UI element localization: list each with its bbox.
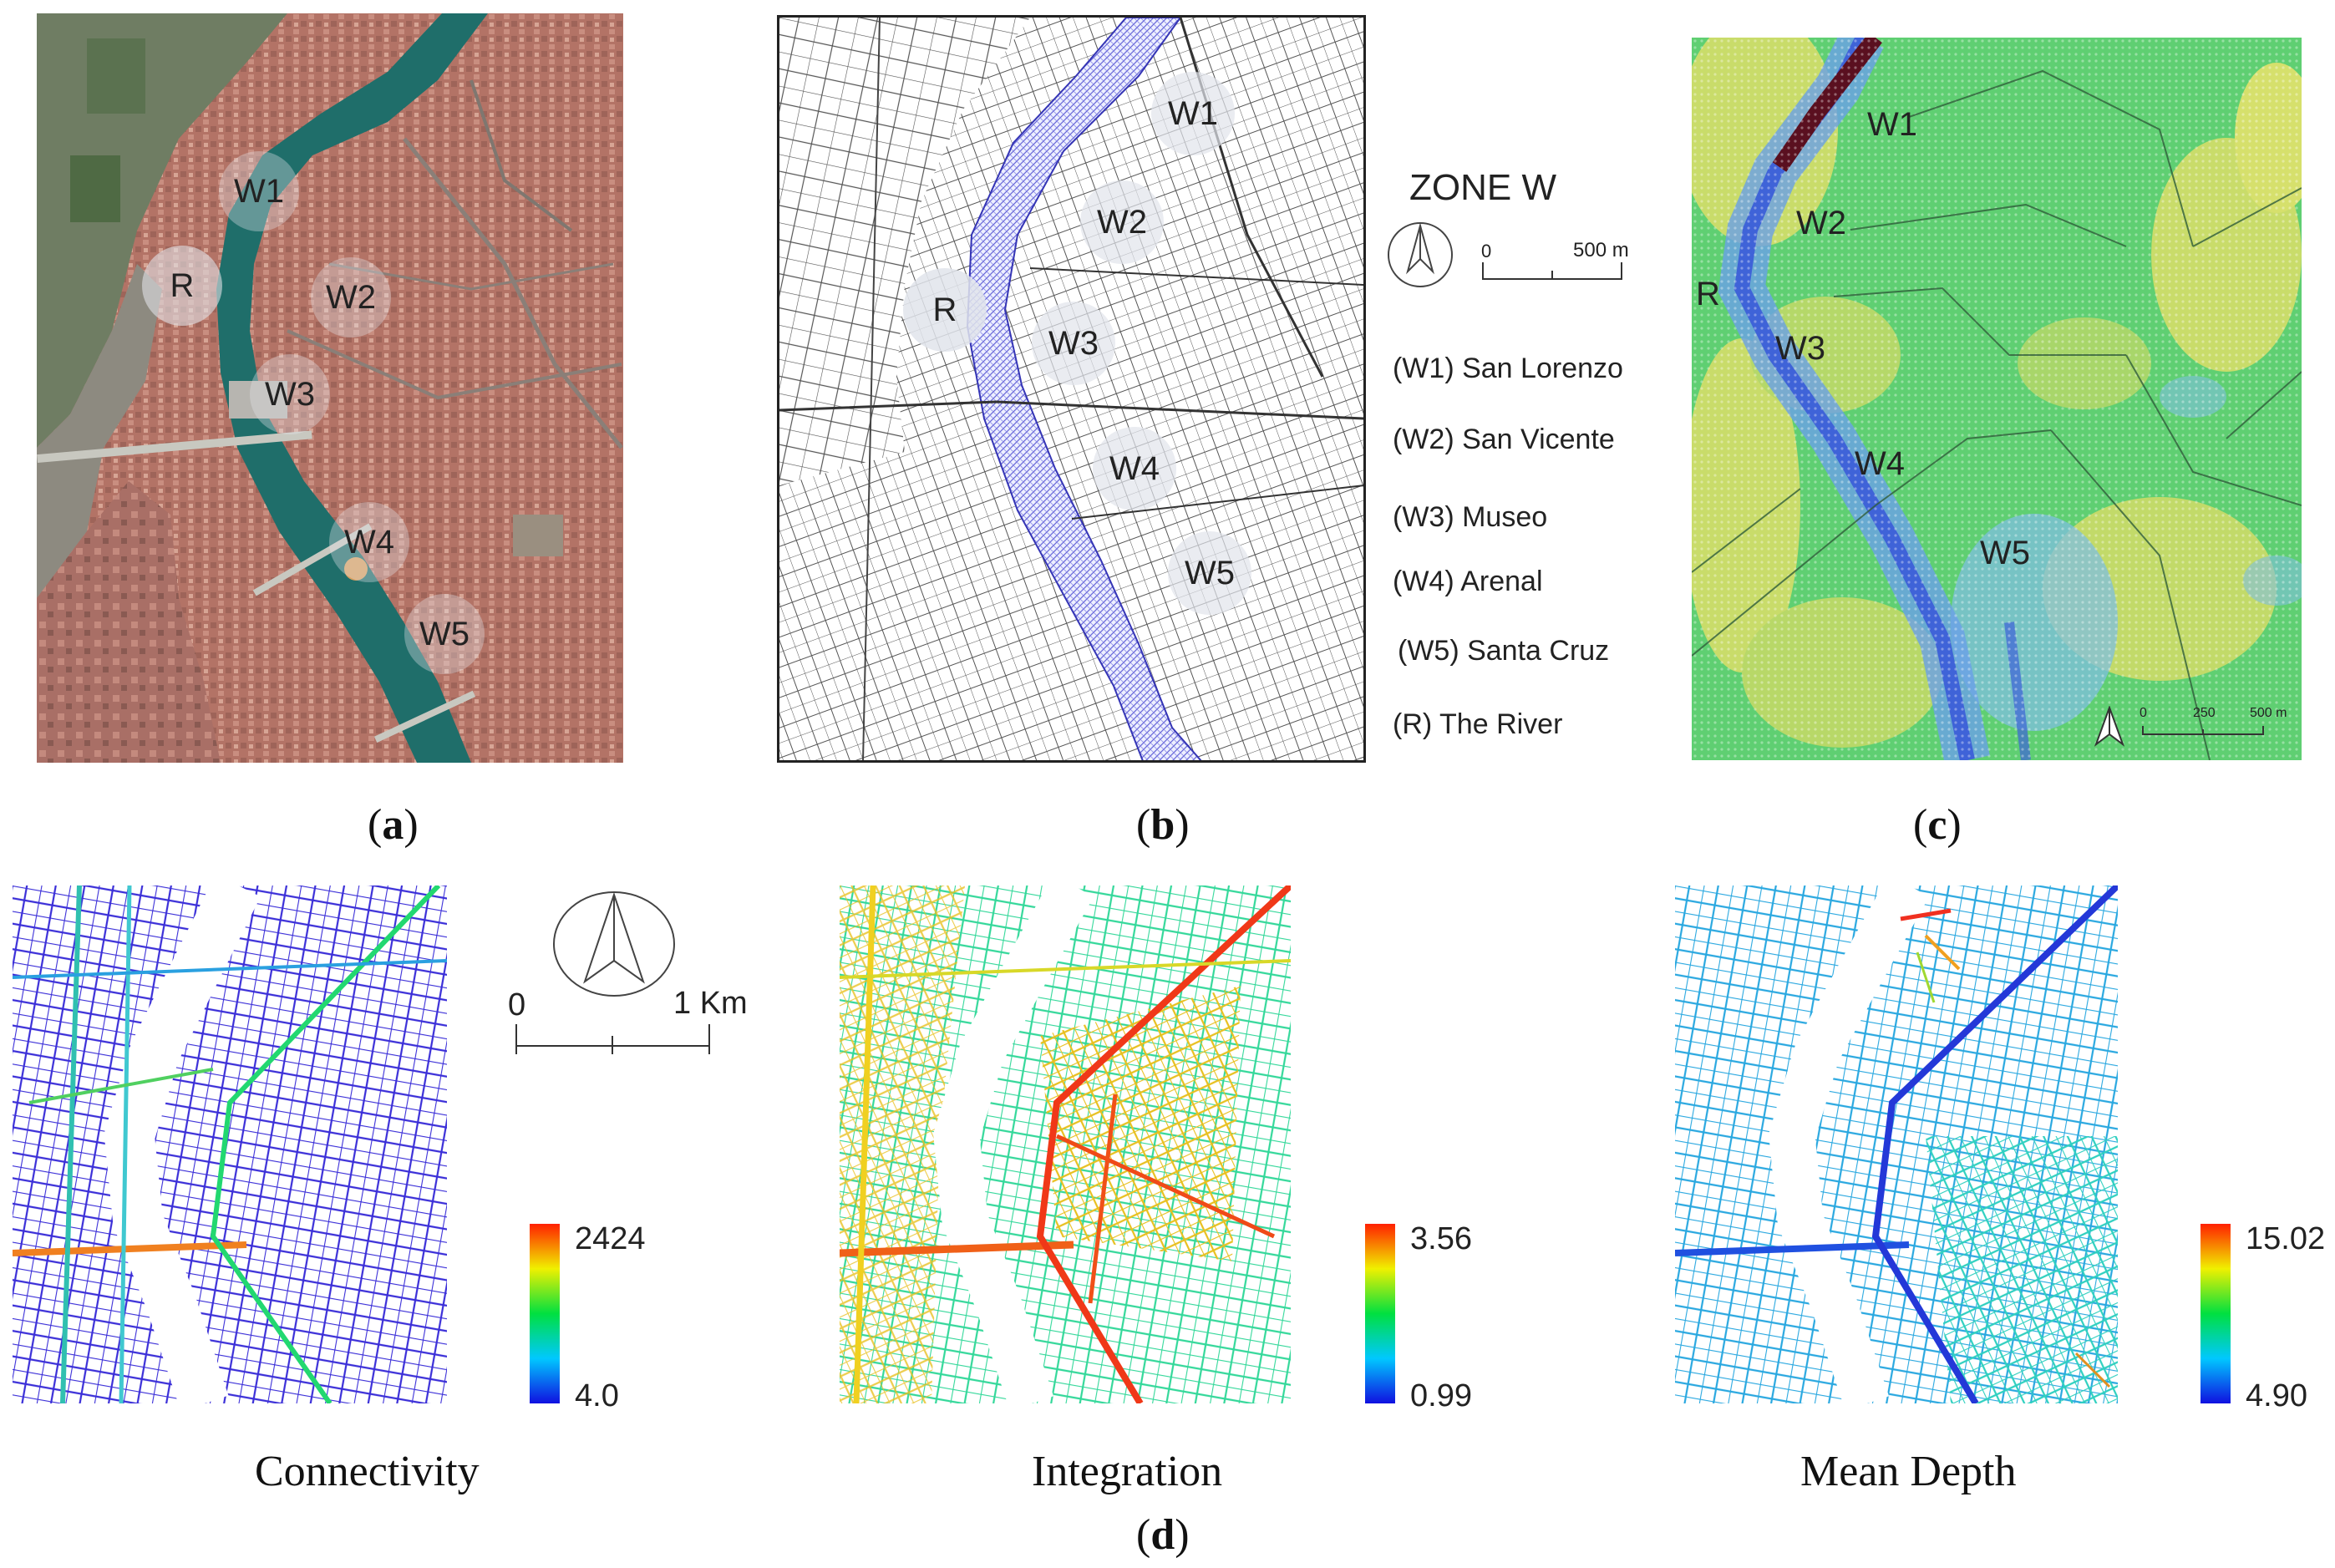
zone-marker-w4: W4 bbox=[329, 502, 409, 582]
zone-label-w3: W3 bbox=[1775, 330, 1825, 367]
caption-b: (b) bbox=[1136, 801, 1190, 849]
north-arrow-d bbox=[551, 890, 677, 1002]
legend-item: (R) The River bbox=[1393, 708, 1563, 740]
zone-marker-w3: W3 bbox=[250, 354, 330, 434]
north-arrow-icon bbox=[1388, 222, 1453, 287]
zone-marker-r: R bbox=[903, 268, 987, 352]
scale-zero: 0 bbox=[508, 987, 526, 1022]
connectivity-map bbox=[13, 885, 447, 1403]
legend-item: (W5) Santa Cruz bbox=[1398, 635, 1610, 667]
colorbar-max: 15.02 bbox=[2246, 1221, 2326, 1256]
legend-item: (W3) Museo bbox=[1393, 501, 1548, 533]
colorbar-max: 2424 bbox=[575, 1221, 646, 1256]
integration-map bbox=[840, 885, 1291, 1403]
scale-end: 1 Km bbox=[673, 986, 748, 1021]
caption-c: (c) bbox=[1913, 801, 1962, 849]
zone-legend: ZONE W 0 500 m (W1) San Lorenzo (W2) San… bbox=[1383, 159, 1683, 760]
scale-bar-1km bbox=[515, 1024, 710, 1054]
zone-marker-w1: W1 bbox=[1151, 72, 1235, 155]
zone-label-w2: W2 bbox=[1796, 205, 1846, 241]
heatmap-panel: W1 W2 R W3 W4 W5 0 250 500 m bbox=[1692, 38, 2302, 760]
aerial-photo bbox=[37, 13, 623, 763]
legend-item: (W2) San Vicente bbox=[1393, 424, 1615, 455]
scale-zero: 0 bbox=[2140, 706, 2147, 720]
legend-title: ZONE W bbox=[1409, 167, 1556, 208]
zone-label-r: R bbox=[1696, 276, 1720, 312]
map-title-connectivity: Connectivity bbox=[255, 1448, 480, 1495]
zone-marker-r: R bbox=[142, 246, 222, 326]
map-title-integration: Integration bbox=[1032, 1448, 1223, 1495]
scale-bar-500m bbox=[1482, 262, 1622, 280]
zone-marker-w5: W5 bbox=[1168, 531, 1251, 615]
colorbar-integration bbox=[1365, 1224, 1395, 1403]
scale-end: 500 m bbox=[1573, 239, 1629, 261]
legend-item: (W1) San Lorenzo bbox=[1393, 353, 1623, 384]
scale-bar-heatmap bbox=[2142, 726, 2264, 735]
street-map bbox=[779, 18, 1363, 760]
zone-label-w1: W1 bbox=[1867, 106, 1917, 143]
mean-depth-map bbox=[1675, 885, 2118, 1403]
zone-label-w4: W4 bbox=[1855, 445, 1905, 482]
zone-marker-w2: W2 bbox=[1080, 180, 1164, 264]
aerial-photo-panel: W1 R W2 W3 W4 W5 bbox=[37, 13, 623, 763]
caption-a: (a) bbox=[368, 801, 419, 849]
colorbar-min: 0.99 bbox=[1410, 1378, 1472, 1413]
zone-marker-w1: W1 bbox=[219, 151, 299, 231]
map-title-mean-depth: Mean Depth bbox=[1800, 1448, 2017, 1495]
street-map-panel: W1 W2 R W3 W4 W5 bbox=[777, 15, 1366, 763]
caption-d: (d) bbox=[1136, 1511, 1190, 1559]
heatmap bbox=[1692, 38, 2302, 760]
zone-marker-w5: W5 bbox=[404, 594, 485, 674]
colorbar-max: 3.56 bbox=[1410, 1221, 1472, 1256]
north-arrow-icon bbox=[553, 891, 675, 997]
north-arrow-icon bbox=[2094, 706, 2125, 747]
colorbar-min: 4.90 bbox=[2246, 1378, 2307, 1413]
colorbar-mean-depth bbox=[2200, 1224, 2231, 1403]
scale-mid: 250 bbox=[2193, 706, 2216, 720]
zone-marker-w3: W3 bbox=[1032, 302, 1115, 385]
zone-marker-w4: W4 bbox=[1093, 427, 1176, 510]
legend-item: (W4) Arenal bbox=[1393, 566, 1543, 597]
colorbar-connectivity bbox=[530, 1224, 560, 1403]
colorbar-min: 4.0 bbox=[575, 1378, 619, 1413]
zone-marker-w2: W2 bbox=[311, 257, 391, 337]
scale-end: 500 m bbox=[2250, 706, 2287, 720]
scale-zero: 0 bbox=[1481, 241, 1492, 261]
zone-label-w5: W5 bbox=[1980, 535, 2030, 571]
